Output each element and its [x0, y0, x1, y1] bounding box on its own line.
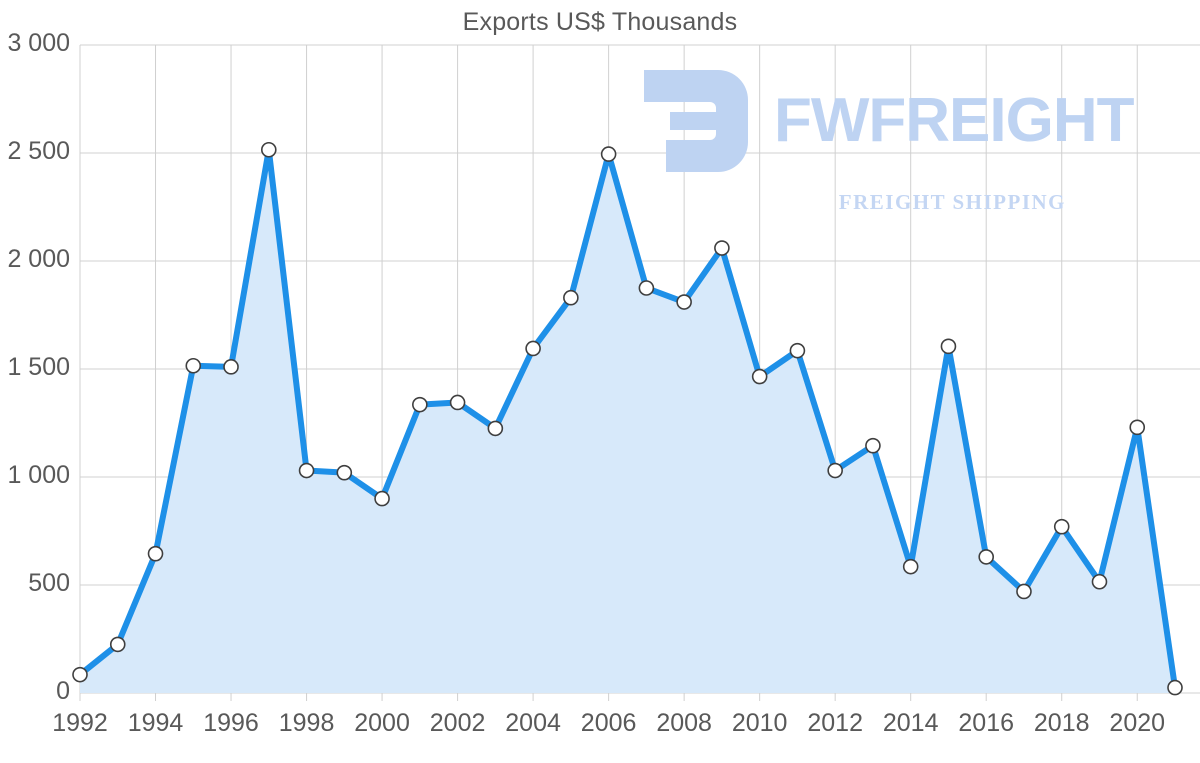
- x-axis-tick-label: 2008: [656, 709, 712, 737]
- x-axis-tick-label: 1996: [203, 709, 259, 737]
- data-point-marker[interactable]: [600, 146, 617, 162]
- data-point-marker[interactable]: [1167, 679, 1183, 696]
- data-point-marker[interactable]: [676, 294, 692, 310]
- data-point-marker[interactable]: [1129, 419, 1146, 436]
- x-axis-tick-label: 1998: [278, 709, 335, 737]
- data-point-marker[interactable]: [1053, 518, 1070, 535]
- data-point-marker[interactable]: [827, 462, 843, 479]
- data-point-marker[interactable]: [1091, 573, 1108, 590]
- data-point-marker[interactable]: [1016, 583, 1032, 600]
- data-point-marker[interactable]: [72, 666, 88, 683]
- data-point-marker[interactable]: [638, 280, 655, 296]
- y-axis-tick-label: 500: [28, 569, 70, 597]
- x-axis-tick-label: 2004: [505, 709, 561, 737]
- x-axis-tick-label: 2002: [429, 709, 486, 737]
- data-point-marker[interactable]: [109, 636, 126, 653]
- data-point-marker[interactable]: [525, 340, 541, 357]
- x-axis-tick-label: 2020: [1109, 709, 1166, 737]
- area-fill: [80, 149, 1175, 693]
- data-point-marker[interactable]: [374, 490, 390, 507]
- y-axis-tick-label: 2 000: [7, 245, 70, 273]
- x-axis-tick-label: 2014: [882, 709, 939, 737]
- x-axis-tick-label: 2006: [580, 709, 637, 737]
- data-point-marker[interactable]: [751, 368, 768, 385]
- data-point-marker[interactable]: [223, 359, 239, 375]
- y-axis-tick-label: 1 500: [7, 353, 70, 381]
- data-point-marker[interactable]: [978, 549, 995, 565]
- data-point-marker[interactable]: [563, 289, 579, 306]
- x-axis-tick-label: 2018: [1033, 709, 1090, 737]
- data-point-marker[interactable]: [449, 394, 466, 411]
- x-axis-tick-label: 2016: [958, 709, 1015, 737]
- y-axis-tick-label: 3 000: [7, 29, 70, 57]
- data-point-marker[interactable]: [298, 462, 315, 479]
- chart-title: Exports US$ Thousands: [462, 8, 738, 36]
- data-point-marker[interactable]: [865, 437, 881, 454]
- data-point-marker[interactable]: [940, 338, 957, 355]
- x-axis-tick-label: 2000: [354, 709, 410, 737]
- data-point-marker[interactable]: [336, 464, 353, 481]
- data-line: [77, 146, 1178, 691]
- y-axis-tick-label: 1 000: [7, 461, 70, 489]
- data-point-marker[interactable]: [260, 141, 277, 158]
- x-axis-tick-label: 1994: [127, 709, 184, 737]
- y-axis-tick-label: 0: [56, 677, 70, 705]
- y-axis-tick-label: 2 500: [7, 137, 70, 165]
- data-point-marker[interactable]: [789, 342, 806, 359]
- x-axis-tick-label: 1992: [52, 709, 108, 737]
- data-point-marker[interactable]: [185, 357, 202, 374]
- data-point-marker[interactable]: [412, 396, 428, 413]
- data-point-marker[interactable]: [714, 240, 730, 256]
- data-point-marker[interactable]: [147, 545, 164, 562]
- data-point-markers: [72, 141, 1183, 696]
- data-point-marker[interactable]: [902, 558, 919, 575]
- x-axis-tick-label: 2012: [807, 709, 863, 737]
- data-point-marker[interactable]: [487, 420, 504, 437]
- x-axis-tick-label: 2010: [731, 709, 788, 737]
